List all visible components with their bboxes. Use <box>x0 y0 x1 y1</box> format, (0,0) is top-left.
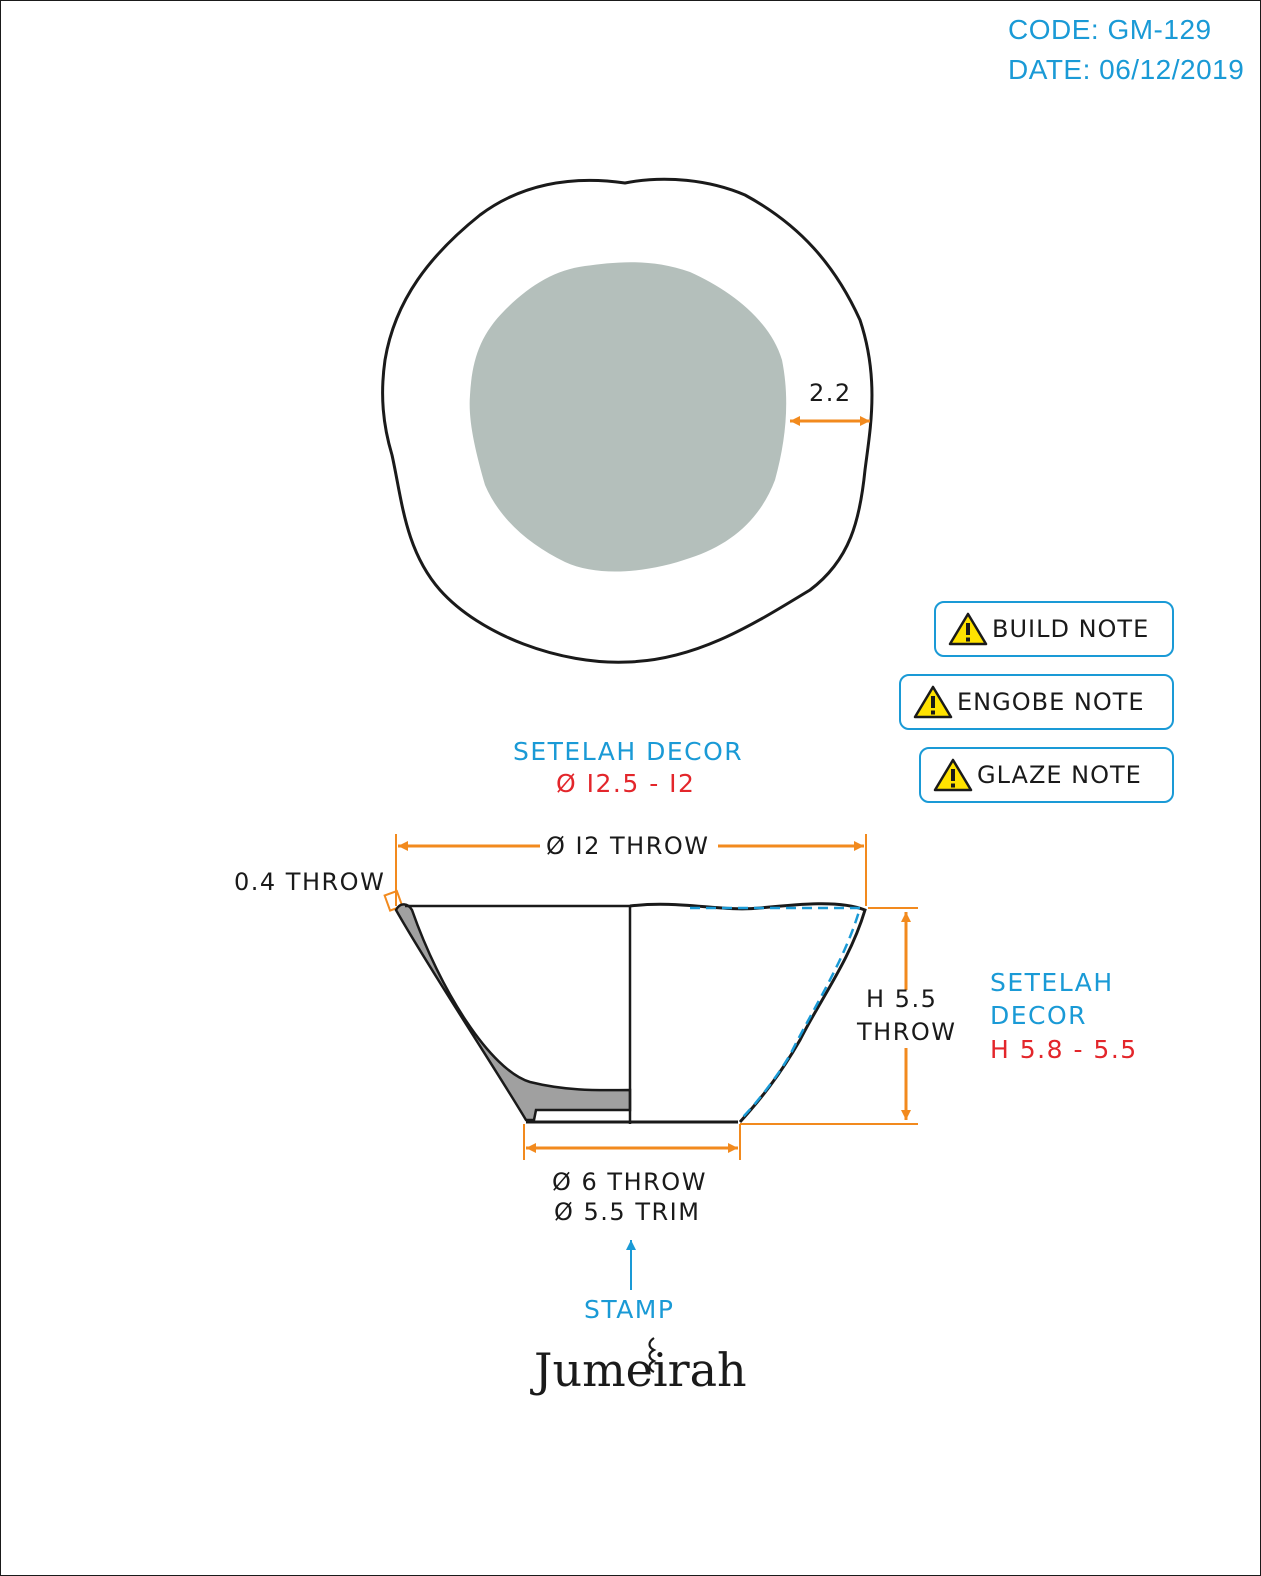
side-decor-label-line2: DECOR <box>990 1001 1087 1030</box>
height-dimension <box>740 907 918 1125</box>
wall-thickness-label: 0.4 THROW <box>234 868 385 896</box>
engobe-note-button[interactable]: ENGOBE NOTE <box>899 674 1174 730</box>
glaze-note-label: GLAZE NOTE <box>977 761 1142 789</box>
height-label-line2: THROW <box>856 1018 957 1046</box>
top-decor-range: Ø I2.5 - I2 <box>556 769 695 798</box>
top-decor-label: SETELAH DECOR <box>513 737 743 766</box>
bowl-section-wall <box>394 903 632 1122</box>
logo-wordmark: Jumeirah <box>530 1343 747 1397</box>
foot-throw-label: Ø 6 THROW <box>552 1168 707 1196</box>
warning-icon <box>933 758 973 792</box>
product-code: CODE: GM-129 <box>1008 14 1212 45</box>
decor-guide-line <box>690 906 862 1119</box>
bowl-top-view: 2.2 <box>381 177 874 664</box>
bowl-outer-profile <box>629 902 867 1124</box>
throw-diameter-label: Ø I2 THROW <box>546 832 710 860</box>
drawing-date: DATE: 06/12/2019 <box>1008 54 1245 85</box>
foot-diameter-dimension <box>523 1124 741 1160</box>
side-decor-label-line1: SETELAH <box>990 968 1114 997</box>
engobe-note-label: ENGOBE NOTE <box>957 688 1145 716</box>
height-label-line1: H 5.5 <box>866 985 937 1013</box>
bowl-side-view <box>394 902 867 1124</box>
glaze-note-button[interactable]: GLAZE NOTE <box>919 747 1174 803</box>
throw-diameter-dimension <box>395 834 867 906</box>
rim-width-label: 2.2 <box>809 379 852 407</box>
warning-icon <box>913 685 953 719</box>
build-note-button[interactable]: BUILD NOTE <box>934 601 1174 657</box>
foot-trim-label: Ø 5.5 TRIM <box>554 1198 700 1226</box>
build-note-label: BUILD NOTE <box>992 615 1150 643</box>
stamp-label: STAMP <box>584 1295 674 1324</box>
side-decor-range: H 5.8 - 5.5 <box>990 1035 1138 1064</box>
warning-icon <box>948 612 988 646</box>
bowl-glaze-well <box>469 262 787 572</box>
jumeirah-logo: Jumeirah <box>530 1337 747 1397</box>
